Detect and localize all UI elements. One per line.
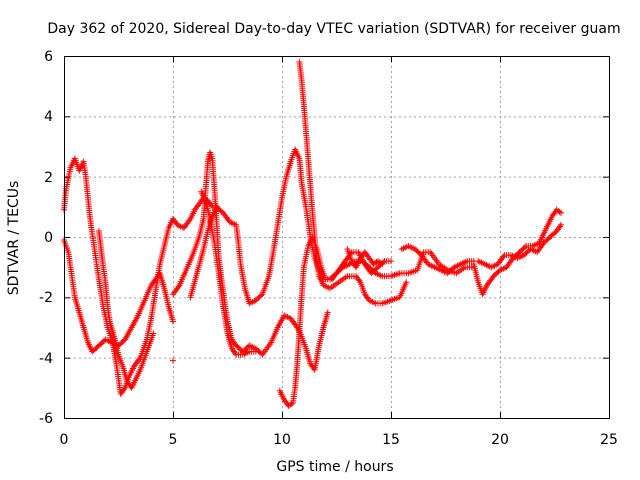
- data-point-marker: [521, 244, 528, 251]
- y-tick-label: 0: [44, 230, 53, 246]
- series-trace-3: [95, 228, 157, 391]
- data-point-marker: [324, 309, 331, 316]
- data-point-marker: [388, 258, 394, 265]
- x-tick-label: 5: [169, 432, 178, 448]
- x-axis-label: GPS time / hours: [276, 459, 393, 475]
- data-point-marker: [558, 209, 564, 216]
- series-trace-13: [475, 221, 564, 271]
- grid: [64, 56, 609, 418]
- plot-frame: [64, 56, 610, 419]
- series-trace-6: [187, 146, 475, 307]
- series-trace-2: [61, 237, 176, 355]
- x-tick-label: 10: [273, 432, 291, 448]
- data-point-marker: [258, 292, 265, 299]
- x-tick-label: 20: [491, 432, 509, 448]
- data-point-marker: [556, 208, 563, 215]
- y-tick-label: 2: [44, 170, 53, 186]
- data-points: [61, 59, 564, 409]
- data-point-marker: [170, 318, 176, 325]
- series-trace-10: [344, 246, 386, 271]
- data-point-marker: [252, 348, 259, 355]
- y-tick-label: -4: [39, 351, 53, 367]
- data-point-marker: [379, 261, 386, 268]
- series-trace-11: [398, 243, 477, 277]
- x-tick-label: 0: [60, 432, 69, 448]
- series-trace-7: [198, 188, 259, 358]
- y-tick-label: -6: [39, 411, 53, 427]
- series-trace-12: [470, 206, 564, 298]
- data-point-marker: [403, 279, 410, 286]
- y-tick-label: 4: [44, 109, 53, 125]
- chart-title: Day 362 of 2020, Sidereal Day-to-day VTE…: [47, 21, 620, 37]
- data-point-marker: [558, 221, 564, 228]
- data-point-marker: [170, 357, 176, 364]
- y-tick-label: 6: [44, 49, 53, 65]
- x-tick-label: 15: [382, 432, 400, 448]
- data-point-marker: [150, 330, 157, 337]
- data-point-marker: [468, 264, 475, 271]
- series-trace-5: [170, 357, 176, 364]
- y-axis-label: SDTVAR / TECUs: [6, 181, 22, 296]
- y-tick-label: -2: [39, 290, 53, 306]
- x-tick-label: 25: [600, 432, 618, 448]
- series-trace-9: [296, 59, 410, 307]
